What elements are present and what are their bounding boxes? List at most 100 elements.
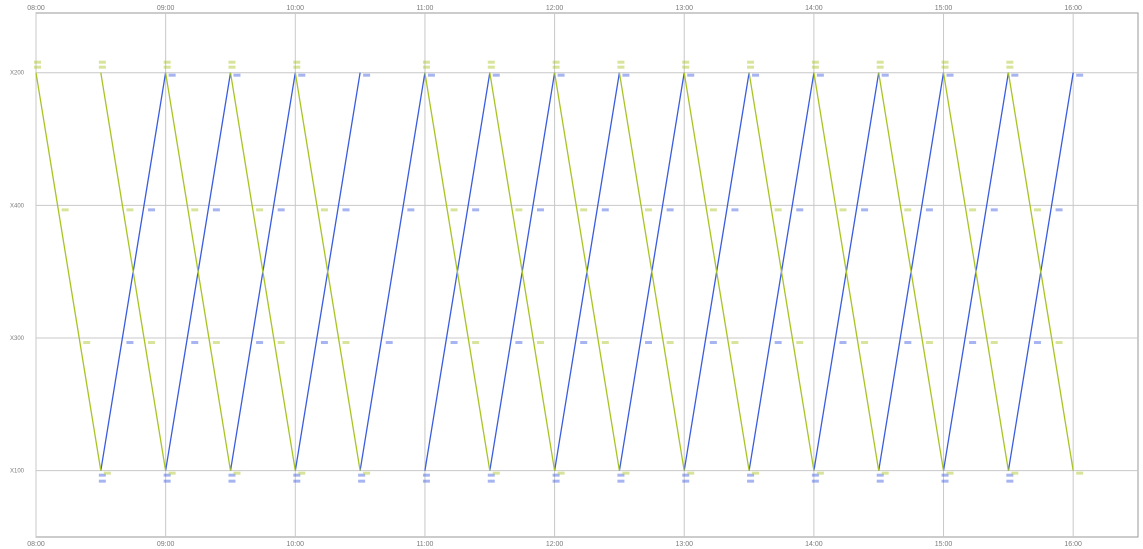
- up-start-mark: [358, 479, 366, 483]
- down-train-line: [553, 72, 621, 471]
- down-start-mark: [811, 60, 819, 64]
- down-start-mark: [682, 65, 690, 69]
- down-start-mark: [228, 60, 236, 64]
- up-end-mark: [687, 73, 695, 77]
- down-start-mark: [552, 65, 560, 69]
- up-start-mark: [941, 473, 949, 477]
- up-stop-mark: [407, 208, 415, 212]
- down-stop-mark: [148, 341, 156, 345]
- up-end-mark: [168, 73, 176, 77]
- down-train-line: [618, 72, 685, 471]
- down-stop-mark: [212, 341, 220, 345]
- x-tick-label-bottom: 14:00: [805, 541, 823, 548]
- down-stop-mark: [83, 341, 91, 345]
- up-stop-mark: [1055, 208, 1063, 212]
- up-stop-mark: [536, 208, 544, 212]
- up-end-mark: [752, 73, 760, 77]
- grid-layer: [35, 12, 1139, 538]
- up-stop-mark: [1033, 341, 1041, 345]
- x-tick-label-top: 16:00: [1064, 5, 1082, 12]
- up-start-mark: [552, 473, 560, 477]
- down-end-mark: [168, 471, 176, 475]
- up-stop-mark: [796, 208, 804, 212]
- x-tick-label-bottom: 11:00: [416, 541, 433, 548]
- up-stop-mark: [774, 341, 782, 345]
- down-stop-mark: [536, 341, 544, 345]
- train-lines-layer: [35, 72, 1074, 471]
- up-stop-mark: [256, 341, 264, 345]
- up-start-mark: [617, 473, 625, 477]
- down-stop-mark: [990, 341, 998, 345]
- up-stop-mark: [212, 208, 220, 212]
- down-stop-mark: [342, 341, 350, 345]
- x-tick-label-bottom: 08:00: [27, 541, 45, 548]
- up-start-mark: [876, 479, 884, 483]
- up-start-mark: [422, 473, 430, 477]
- down-stop-mark: [925, 341, 933, 345]
- down-train-line: [35, 72, 102, 471]
- down-train-line: [424, 72, 491, 471]
- up-stop-mark: [861, 208, 869, 212]
- train-labels-layer: [34, 60, 1084, 483]
- up-end-mark: [557, 73, 565, 77]
- up-start-mark: [163, 479, 171, 483]
- down-end-mark: [687, 471, 695, 475]
- up-stop-mark: [731, 208, 739, 212]
- down-train-line: [164, 72, 232, 471]
- up-end-mark: [298, 73, 306, 77]
- down-stop-mark: [191, 208, 199, 212]
- down-train-line: [878, 72, 945, 471]
- down-stop-mark: [256, 208, 264, 212]
- x-tick-label-top: 12:00: [546, 5, 564, 12]
- down-stop-mark: [61, 208, 69, 212]
- up-stop-mark: [904, 341, 912, 345]
- up-end-mark: [492, 73, 500, 77]
- down-stop-mark: [645, 208, 653, 212]
- station-label: X200: [10, 71, 25, 77]
- down-start-mark: [811, 65, 819, 69]
- down-start-mark: [422, 60, 430, 64]
- x-tick-label-top: 14:00: [805, 5, 823, 12]
- down-start-mark: [163, 65, 171, 69]
- up-train-line: [359, 72, 426, 471]
- x-tick-label-top: 13:00: [675, 5, 693, 12]
- down-start-mark: [487, 65, 495, 69]
- up-stop-mark: [925, 208, 933, 212]
- up-start-mark: [552, 479, 560, 483]
- up-start-mark: [487, 473, 495, 477]
- up-stop-mark: [472, 208, 480, 212]
- up-stop-mark: [342, 208, 350, 212]
- up-stop-mark: [320, 341, 328, 345]
- down-train-line: [294, 72, 361, 471]
- up-stop-mark: [126, 341, 134, 345]
- down-start-mark: [552, 60, 560, 64]
- up-stop-mark: [515, 341, 523, 345]
- down-stop-mark: [277, 341, 285, 345]
- up-stop-mark: [969, 341, 977, 345]
- down-train-line: [489, 72, 556, 471]
- x-tick-label-top: 15:00: [935, 5, 953, 12]
- up-stop-mark: [839, 341, 847, 345]
- down-start-mark: [617, 65, 625, 69]
- down-stop-mark: [839, 208, 847, 212]
- x-tick-label-top: 08:00: [27, 5, 45, 12]
- up-end-mark: [622, 73, 630, 77]
- down-train-line: [229, 72, 296, 471]
- up-start-mark: [98, 479, 106, 483]
- x-tick-label-top: 11:00: [416, 5, 433, 12]
- up-start-mark: [1006, 479, 1014, 483]
- x-tick-label-bottom: 16:00: [1064, 541, 1082, 548]
- up-start-mark: [747, 473, 755, 477]
- down-train-line: [813, 72, 880, 471]
- up-start-mark: [163, 473, 171, 477]
- up-start-mark: [293, 473, 301, 477]
- down-train-line: [1007, 72, 1074, 471]
- down-start-mark: [747, 60, 755, 64]
- up-start-mark: [358, 473, 366, 477]
- down-start-mark: [293, 65, 301, 69]
- down-stop-mark: [126, 208, 134, 212]
- down-start-mark: [293, 60, 301, 64]
- up-start-mark: [228, 473, 236, 477]
- down-start-mark: [747, 65, 755, 69]
- down-start-mark: [98, 60, 106, 64]
